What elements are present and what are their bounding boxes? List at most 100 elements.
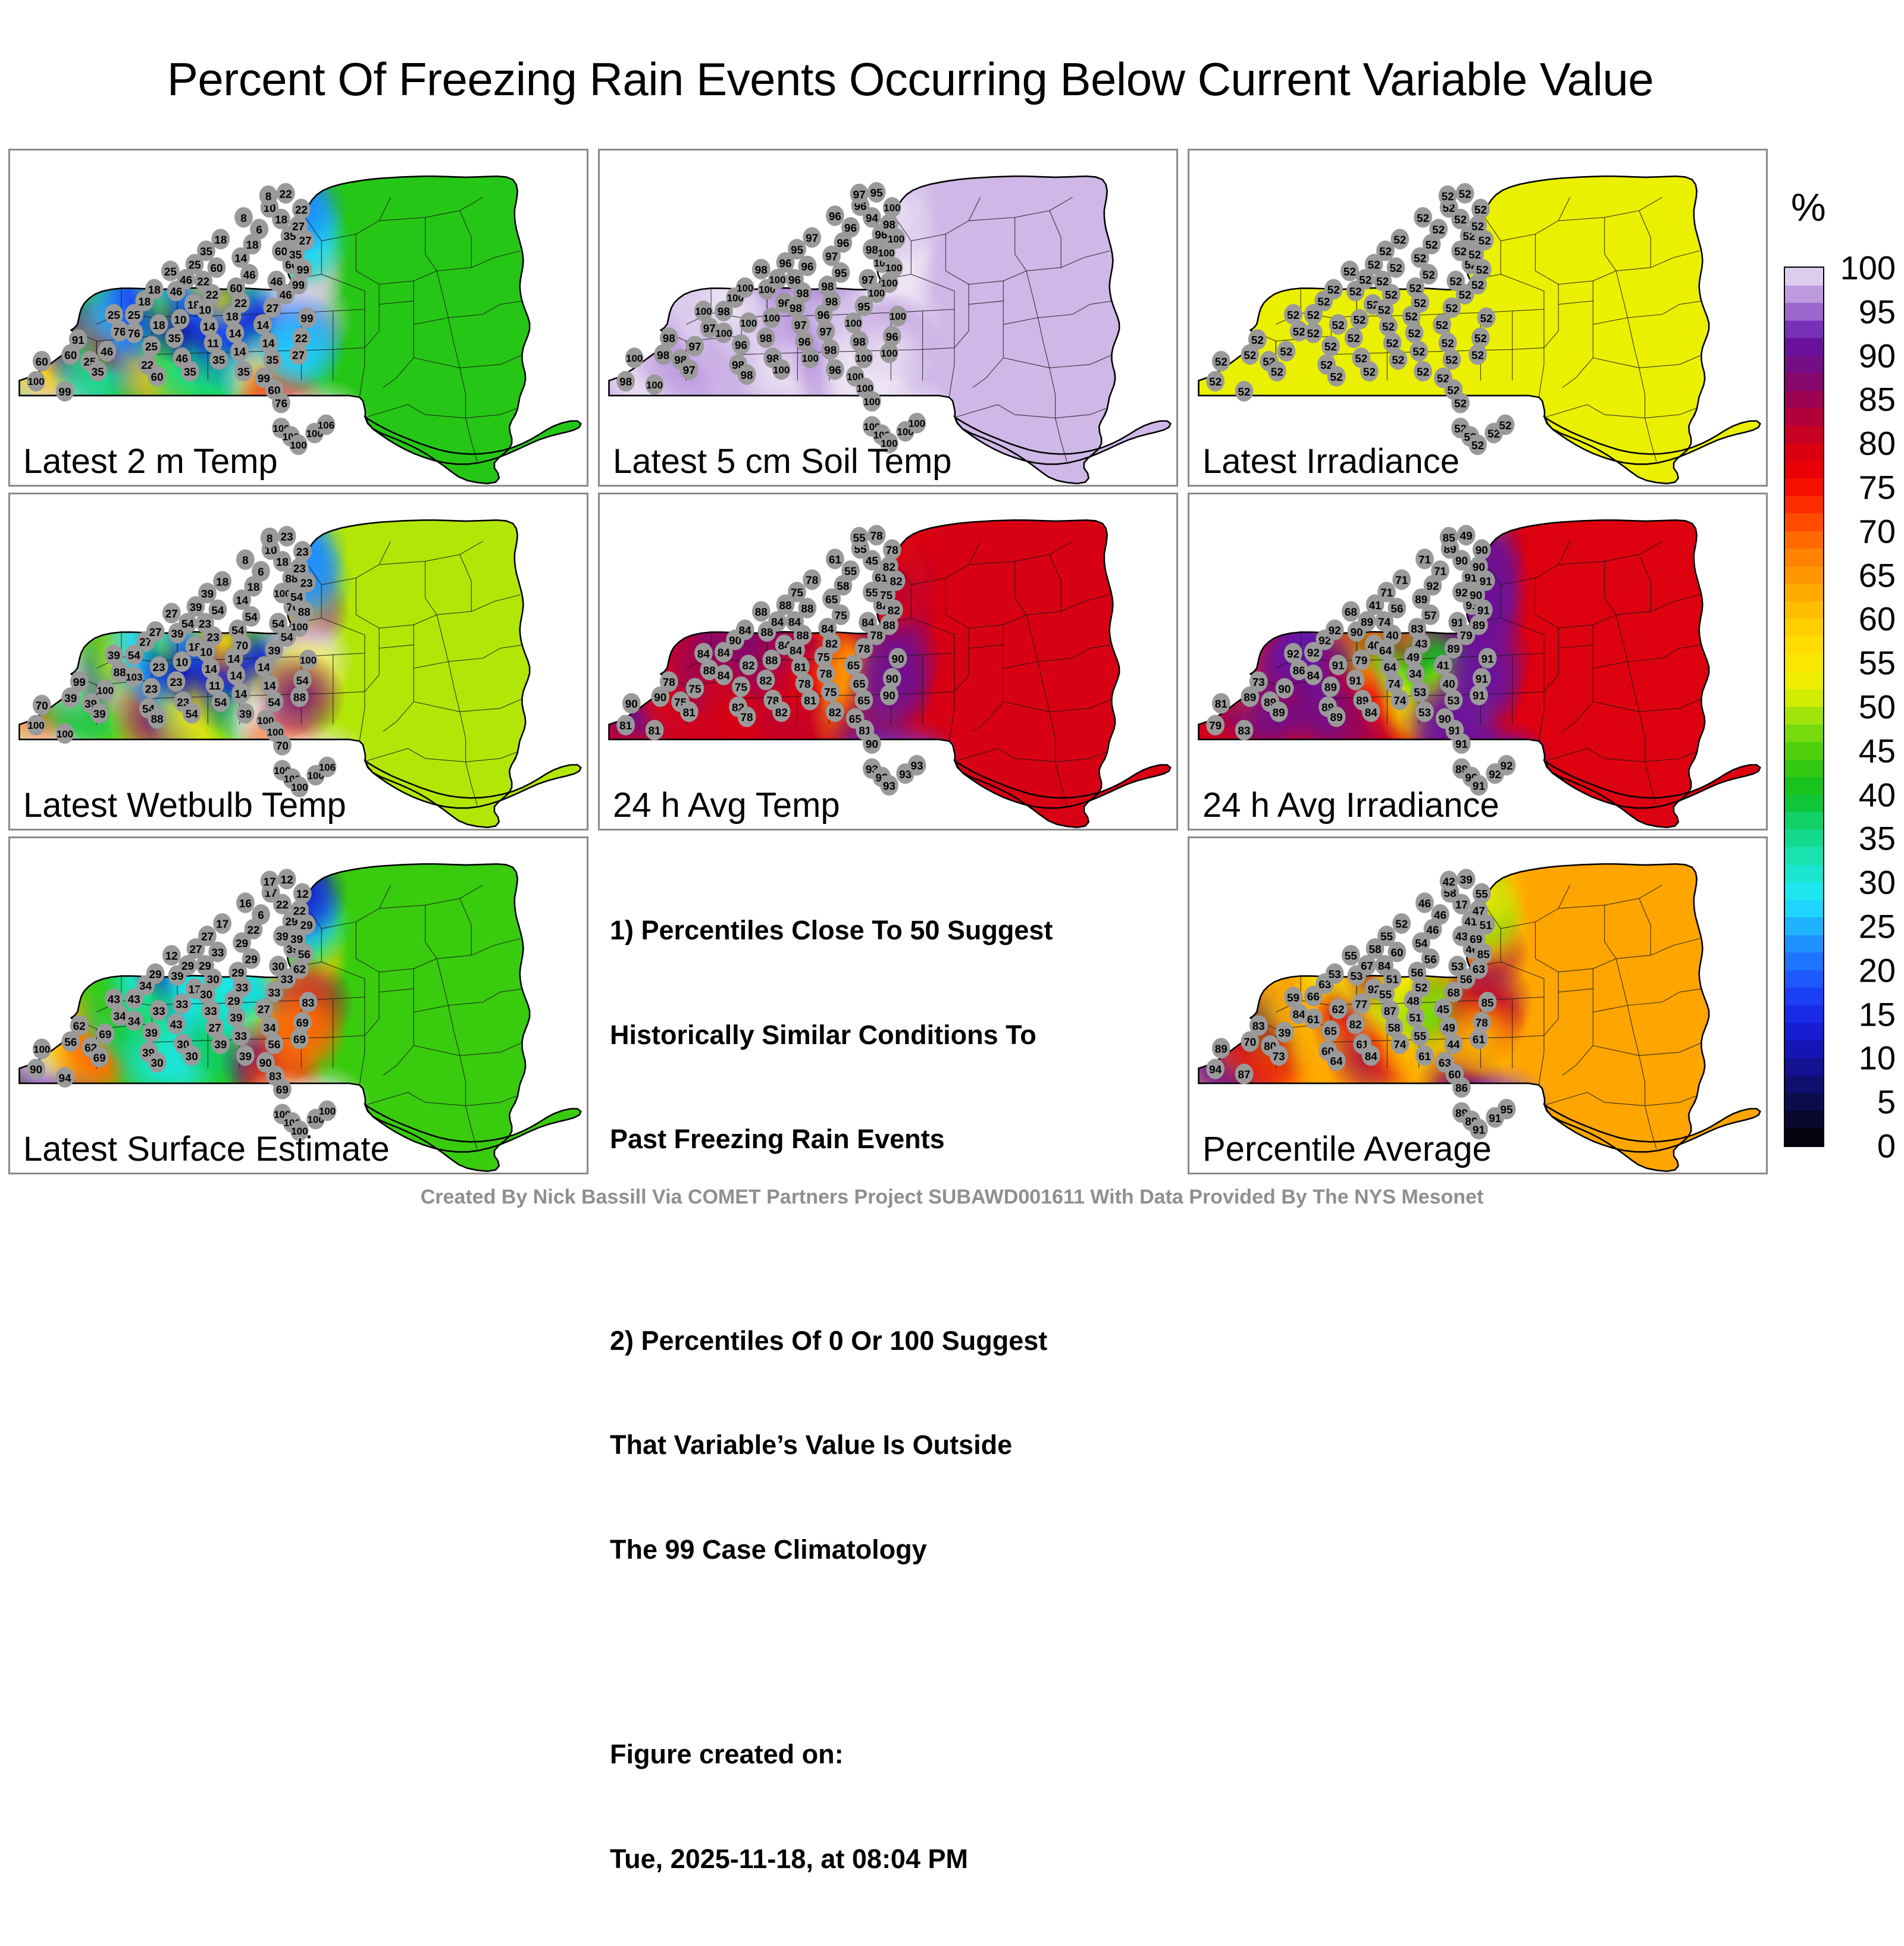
panel-latest-soil-temp[interactable]: 98 100 100 98 98 98 97 97 97 100 100 98 96 98 98 100 100… xyxy=(598,149,1178,487)
station-marker[interactable]: 64 xyxy=(1327,1050,1346,1071)
station-marker[interactable]: 88 xyxy=(798,597,817,619)
station-marker[interactable]: 96 xyxy=(732,334,750,355)
station-marker[interactable]: 35 xyxy=(234,361,253,382)
station-marker[interactable]: 27 xyxy=(289,215,308,236)
station-marker[interactable]: 35 xyxy=(263,349,282,370)
station-marker[interactable]: 22 xyxy=(290,900,309,921)
station-marker[interactable]: 96 xyxy=(825,359,844,380)
station-marker[interactable]: 82 xyxy=(879,556,898,577)
station-marker[interactable]: 23 xyxy=(196,613,214,634)
station-marker[interactable]: 81 xyxy=(1211,692,1230,714)
station-marker[interactable]: 96 xyxy=(825,205,844,226)
station-marker[interactable]: 52 xyxy=(1248,329,1267,350)
station-marker[interactable]: 98 xyxy=(751,259,771,280)
station-marker[interactable]: 8 xyxy=(234,207,253,228)
station-marker[interactable]: 84 xyxy=(714,665,733,685)
station-marker[interactable]: 18 xyxy=(273,551,292,572)
station-marker[interactable]: 52 xyxy=(1211,350,1230,372)
station-marker[interactable]: 106 xyxy=(317,414,336,435)
station-marker[interactable]: 39 xyxy=(227,1007,246,1028)
station-marker[interactable]: 54 xyxy=(242,606,261,627)
station-marker[interactable]: 68 xyxy=(1341,601,1360,622)
station-marker[interactable]: 98 xyxy=(714,300,733,322)
station-marker[interactable]: 100 xyxy=(907,412,926,434)
station-marker[interactable]: 99 xyxy=(298,307,317,328)
station-marker[interactable]: 98 xyxy=(654,344,673,365)
station-marker[interactable]: 18 xyxy=(145,278,164,300)
station-marker[interactable]: 56 xyxy=(265,1033,284,1054)
station-marker[interactable]: 89 xyxy=(1412,588,1430,609)
station-marker[interactable]: 55 xyxy=(1341,945,1360,966)
station-marker[interactable]: 92 xyxy=(1325,619,1344,640)
station-marker[interactable]: 39 xyxy=(105,644,123,666)
station-marker[interactable]: 17 xyxy=(213,913,231,934)
station-marker[interactable]: 97 xyxy=(685,336,704,357)
station-marker[interactable]: 91 xyxy=(1478,648,1497,669)
station-marker[interactable]: 52 xyxy=(1284,304,1302,325)
station-marker[interactable]: 18 xyxy=(272,208,290,230)
station-marker[interactable]: 84 xyxy=(1289,1003,1308,1024)
station-marker[interactable]: 14 xyxy=(253,314,272,335)
station-marker[interactable]: 27 xyxy=(263,297,282,318)
station-marker[interactable]: 54 xyxy=(287,586,306,607)
station-marker[interactable]: 52 xyxy=(1429,218,1448,240)
station-marker[interactable]: 55 xyxy=(841,560,860,581)
station-marker[interactable]: 11 xyxy=(205,675,224,695)
station-marker[interactable]: 52 xyxy=(1442,349,1461,370)
station-marker[interactable]: 95 xyxy=(1497,1098,1516,1120)
station-marker[interactable]: 52 xyxy=(1405,322,1424,343)
station-marker[interactable]: 39 xyxy=(198,582,217,604)
station-marker[interactable]: 96 xyxy=(795,331,814,352)
station-marker[interactable]: 52 xyxy=(1477,307,1496,328)
station-marker[interactable]: 10 xyxy=(173,651,192,672)
station-marker[interactable]: 49 xyxy=(1439,1017,1458,1038)
station-marker[interactable]: 100 xyxy=(801,347,820,368)
station-marker[interactable]: 100 xyxy=(299,649,318,670)
station-marker[interactable]: 52 xyxy=(1389,349,1408,370)
station-marker[interactable]: 98 xyxy=(818,275,837,296)
station-marker[interactable]: 52 xyxy=(1383,332,1402,353)
station-marker[interactable]: 82 xyxy=(772,701,791,722)
station-marker[interactable]: 34 xyxy=(1406,663,1425,684)
station-marker[interactable]: 14 xyxy=(231,683,250,704)
station-marker[interactable]: 34 xyxy=(260,1017,279,1038)
station-marker[interactable]: 60 xyxy=(1388,941,1407,963)
station-marker[interactable]: 88 xyxy=(148,708,167,729)
station-marker[interactable]: 52 xyxy=(1391,228,1410,250)
station-marker[interactable]: 78 xyxy=(795,673,814,694)
station-marker[interactable]: 100 xyxy=(27,371,46,392)
station-marker[interactable]: 87 xyxy=(1380,1000,1399,1021)
station-marker[interactable]: 78 xyxy=(1472,1011,1491,1033)
station-marker[interactable]: 54 xyxy=(208,599,227,621)
station-marker[interactable]: 82 xyxy=(884,599,903,621)
station-marker[interactable]: 61 xyxy=(825,549,844,569)
station-marker[interactable]: 100 xyxy=(862,391,881,412)
station-marker[interactable]: 91 xyxy=(1469,1118,1488,1140)
station-marker[interactable]: 100 xyxy=(273,582,292,604)
station-marker[interactable]: 100 xyxy=(772,359,791,380)
station-marker[interactable]: 53 xyxy=(1411,681,1430,702)
station-marker[interactable]: 78 xyxy=(867,624,886,645)
station-marker[interactable]: 43 xyxy=(105,988,123,1010)
station-marker[interactable]: 99 xyxy=(55,381,74,402)
station-marker[interactable]: 62 xyxy=(1329,998,1348,1019)
station-marker[interactable]: 77 xyxy=(1352,993,1371,1014)
station-marker[interactable]: 14 xyxy=(231,247,250,268)
station-marker[interactable]: 14 xyxy=(199,315,218,337)
station-marker[interactable]: 98 xyxy=(850,331,869,352)
station-marker[interactable]: 52 xyxy=(1471,327,1490,349)
station-marker[interactable]: 89 xyxy=(1211,1038,1230,1059)
station-marker[interactable]: 46 xyxy=(240,264,259,285)
station-marker[interactable]: 61 xyxy=(1304,1008,1323,1029)
station-marker[interactable]: 84 xyxy=(1304,665,1323,685)
station-marker[interactable]: 98 xyxy=(756,327,775,349)
station-marker[interactable]: 54 xyxy=(211,691,230,712)
station-marker[interactable]: 30 xyxy=(182,1045,201,1066)
station-marker[interactable]: 33 xyxy=(173,993,192,1014)
station-marker[interactable]: 52 xyxy=(1451,208,1470,230)
station-marker[interactable]: 55 xyxy=(1377,925,1396,947)
station-marker[interactable]: 52 xyxy=(1350,309,1369,330)
station-marker[interactable]: 83 xyxy=(1235,719,1254,741)
station-marker[interactable]: 97 xyxy=(803,227,821,248)
station-marker[interactable]: 89 xyxy=(1327,706,1346,728)
